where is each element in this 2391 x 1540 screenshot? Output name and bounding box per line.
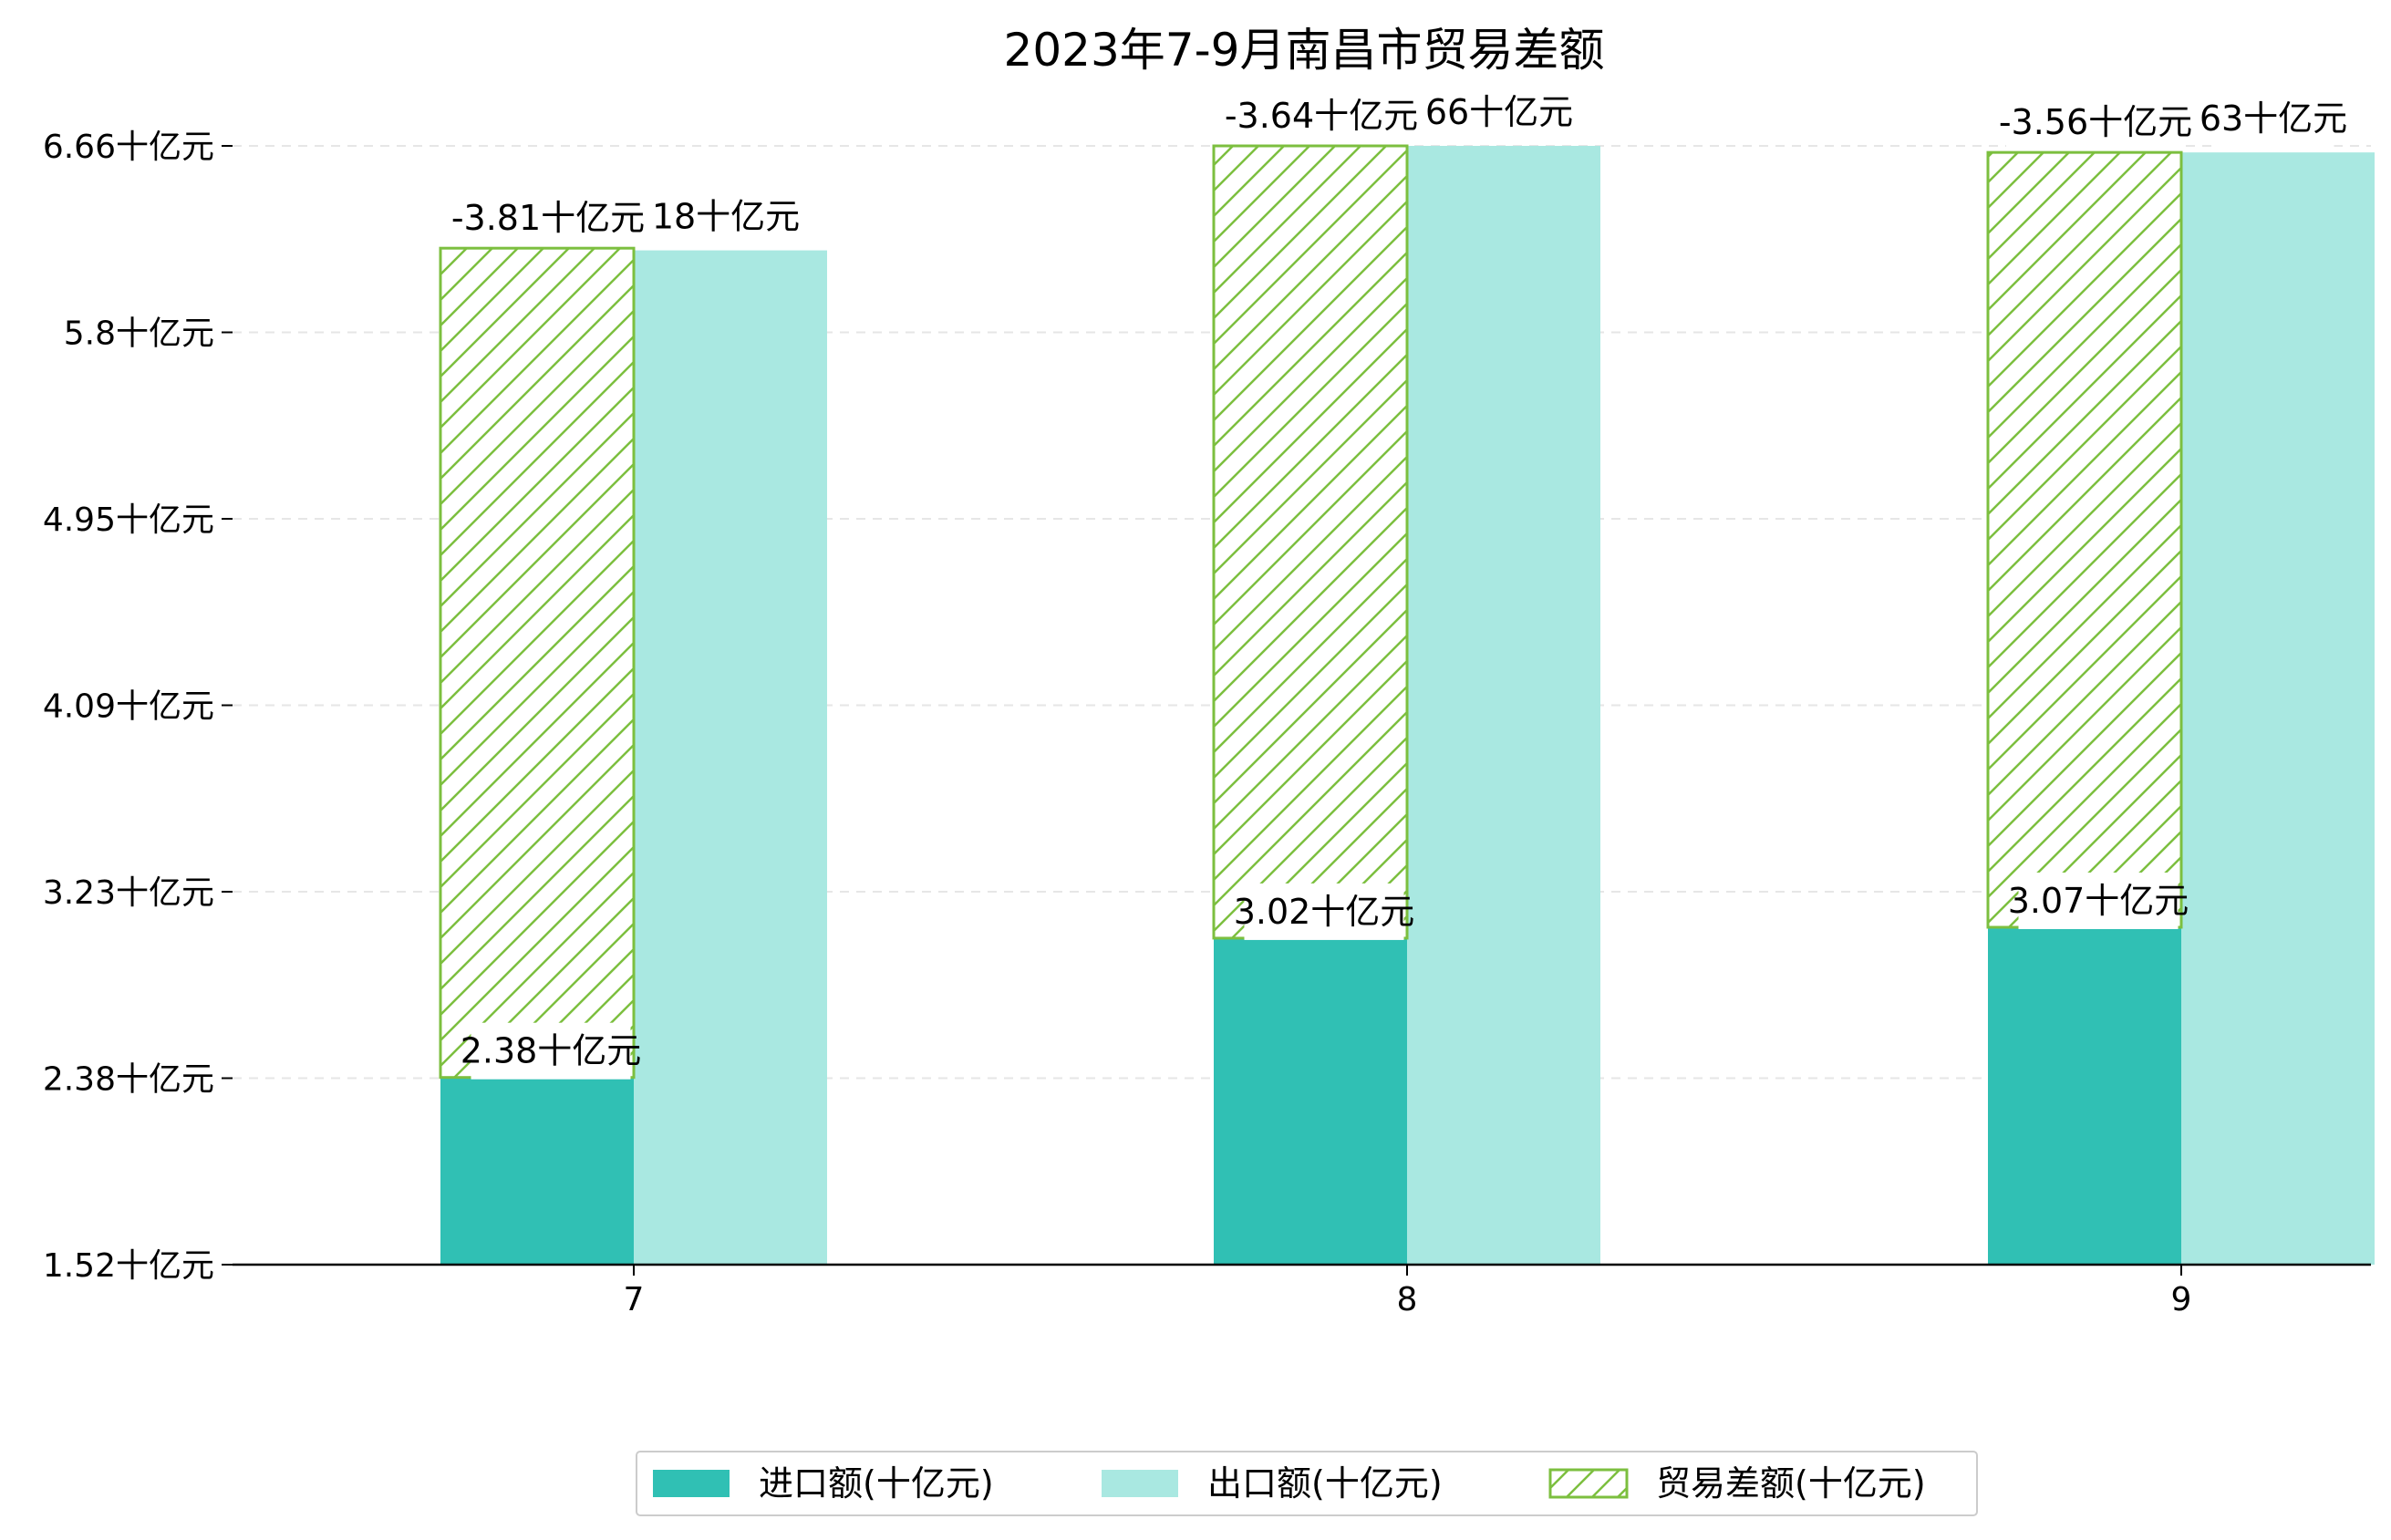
trade-balance-value-label: -3.64十亿元: [1225, 96, 1418, 136]
legend-label: 贸易差额(十亿元): [1656, 1463, 1926, 1504]
import-value-label: 3.02十亿元: [1234, 892, 1415, 932]
import-value-label: 2.38十亿元: [461, 1031, 642, 1071]
y-tick-label: 3.23十亿元: [43, 874, 214, 912]
trade-balance-value-label: -3.81十亿元: [451, 198, 645, 238]
trade-balance-value-label-box: [1232, 88, 1411, 144]
legend-swatch: [1548, 1468, 1629, 1499]
bars-layer: [439, 144, 2375, 1266]
trade-balance-bar: [1986, 150, 2183, 929]
y-tick-label: 5.8十亿元: [64, 315, 214, 353]
legend-label: 进口额(十亿元): [759, 1463, 994, 1504]
legend: 进口额(十亿元) 出口额(十亿元) 贸易差额(十亿元): [636, 1451, 1978, 1516]
export-bar: [1407, 146, 1600, 1265]
legend-swatch: [1102, 1470, 1178, 1497]
export-value-label: 66十亿元: [1425, 92, 1573, 132]
legend-frame: [636, 1451, 1978, 1516]
export-value-label-box: [665, 188, 787, 245]
import-value-label-box: [471, 1022, 631, 1080]
legend-swatch: [653, 1470, 730, 1497]
trade-balance-value-label-box: [2006, 94, 2185, 151]
x-tick-label: 7: [624, 1281, 645, 1318]
export-bar: [634, 250, 827, 1266]
y-tick-label: 1.52十亿元: [43, 1247, 214, 1285]
y-tick-label: 4.95十亿元: [43, 501, 214, 539]
trade-balance-value-label: -3.56十亿元: [1999, 102, 2192, 142]
export-value-label-box: [2212, 90, 2334, 148]
export-bar: [2181, 152, 2375, 1265]
export-value-label-box: [1438, 84, 1560, 140]
import-bar: [1214, 937, 1407, 1265]
axes-layer: 1.52十亿元 2.38十亿元 3.23十亿元 4.09十亿元 4.95十亿元 5.8十亿…: [43, 129, 2371, 1318]
trade-balance-value-label-box: [459, 190, 637, 247]
trade-balance-bar: [439, 246, 636, 1080]
x-tick-label: 9: [2171, 1281, 2192, 1318]
labels-layer: 2.38十亿元 18十亿元-3.81十亿元 3.02十亿元 66十亿元-3.64十亿元…: [451, 84, 2347, 1080]
y-tick-label: 2.38十亿元: [43, 1061, 214, 1099]
export-value-label: 63十亿元: [2200, 98, 2347, 139]
import-value-label-box: [2018, 872, 2179, 929]
import-bar: [440, 1077, 634, 1265]
import-bar: [1988, 926, 2181, 1265]
export-value-label: 18十亿元: [652, 197, 800, 237]
x-tick-label: 8: [1397, 1281, 1418, 1318]
chart-title: 2023年7-9月南昌市贸易差额: [1004, 24, 1605, 77]
import-value-label: 3.07十亿元: [2008, 881, 2189, 921]
trade-balance-bar: [1212, 144, 1409, 940]
y-tick-label: 6.66十亿元: [43, 129, 214, 166]
legend-label: 出口额(十亿元): [1207, 1463, 1443, 1504]
y-tick-label: 4.09十亿元: [43, 688, 214, 726]
import-value-label-box: [1244, 883, 1404, 940]
